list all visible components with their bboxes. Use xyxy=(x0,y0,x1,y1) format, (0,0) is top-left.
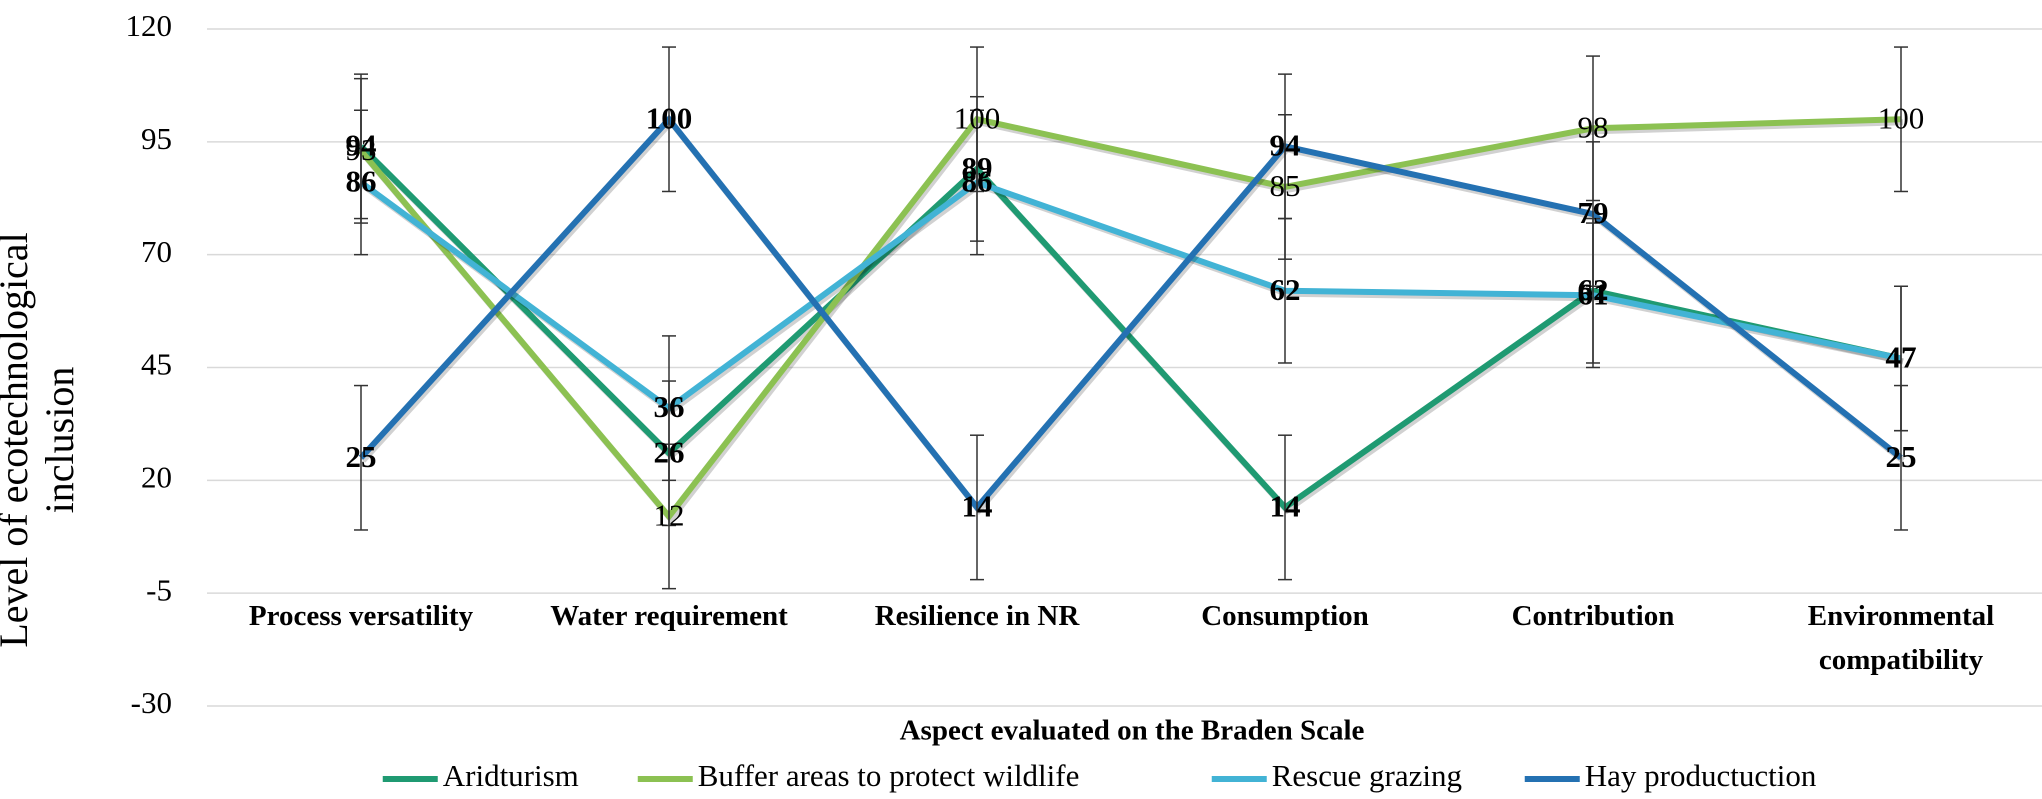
error-bar xyxy=(354,109,368,256)
y-tick-label: -5 xyxy=(146,572,172,607)
y-axis-title: Level of ecotechnologicalinclusion xyxy=(0,232,82,647)
x-tick-label: Consumption xyxy=(1201,600,1369,632)
data-label: 85 xyxy=(1270,168,1301,203)
data-label: 94 xyxy=(1270,127,1301,162)
error-bar xyxy=(1278,434,1292,581)
data-label: 14 xyxy=(1270,489,1301,524)
error-bar xyxy=(970,434,984,581)
data-label: 62 xyxy=(1578,272,1609,307)
error-bar xyxy=(354,384,368,531)
x-tick-label: Resilience in NR xyxy=(874,600,1080,632)
data-label: 26 xyxy=(654,434,685,469)
error-bar xyxy=(1894,384,1908,531)
data-label: 47 xyxy=(1886,340,1917,375)
x-tick-label: Water requirement xyxy=(550,600,788,632)
data-label: 25 xyxy=(1886,439,1917,474)
error-bar xyxy=(662,46,676,193)
error-bar xyxy=(1894,46,1908,193)
data-label: 94 xyxy=(346,127,377,162)
y-tick-label: 70 xyxy=(141,234,172,269)
error-bar xyxy=(1278,73,1292,220)
x-axis-title: Aspect evaluated on the Braden Scale xyxy=(900,715,1365,747)
series-line xyxy=(359,179,1902,412)
data-label: 12 xyxy=(654,498,685,533)
data-label: 93 xyxy=(346,132,377,167)
data-label: 14 xyxy=(962,489,993,524)
error-bar xyxy=(1586,141,1600,288)
data-label: 86 xyxy=(346,164,377,199)
series-line xyxy=(358,115,1902,522)
data-label: 98 xyxy=(1578,109,1609,144)
x-tick-label: Contribution xyxy=(1511,600,1675,632)
error-bar xyxy=(970,109,984,256)
y-tick-label: -30 xyxy=(131,685,172,720)
y-tick-label: 120 xyxy=(126,8,173,43)
x-tick-label: Process versatility xyxy=(248,600,474,632)
legend-label: Rescue grazing xyxy=(1272,758,1462,793)
data-label: 86 xyxy=(962,164,993,199)
data-label: 79 xyxy=(1578,195,1609,230)
data-label: 100 xyxy=(954,100,1001,135)
x-tick-label: Environmental compatibility xyxy=(1807,600,1995,676)
data-label: 61 xyxy=(1578,276,1609,311)
series-line xyxy=(358,114,1903,513)
y-tick-label: 95 xyxy=(141,121,172,156)
data-label: 25 xyxy=(346,439,377,474)
series-line xyxy=(358,144,1902,512)
data-label: 47 xyxy=(1886,340,1917,375)
y-tick-label: 45 xyxy=(141,347,172,382)
data-label: 100 xyxy=(646,100,693,135)
legend-label: Hay productuction xyxy=(1585,758,1817,793)
data-label: 36 xyxy=(654,389,685,424)
data-label: 62 xyxy=(1270,272,1301,307)
y-tick-label: 20 xyxy=(141,459,172,494)
error-bar xyxy=(662,335,676,482)
data-label: 100 xyxy=(1878,100,1925,135)
data-label: 89 xyxy=(962,150,993,185)
legend-label: Buffer areas to protect wildlife xyxy=(698,758,1080,793)
legend-label: Aridturism xyxy=(443,758,579,793)
